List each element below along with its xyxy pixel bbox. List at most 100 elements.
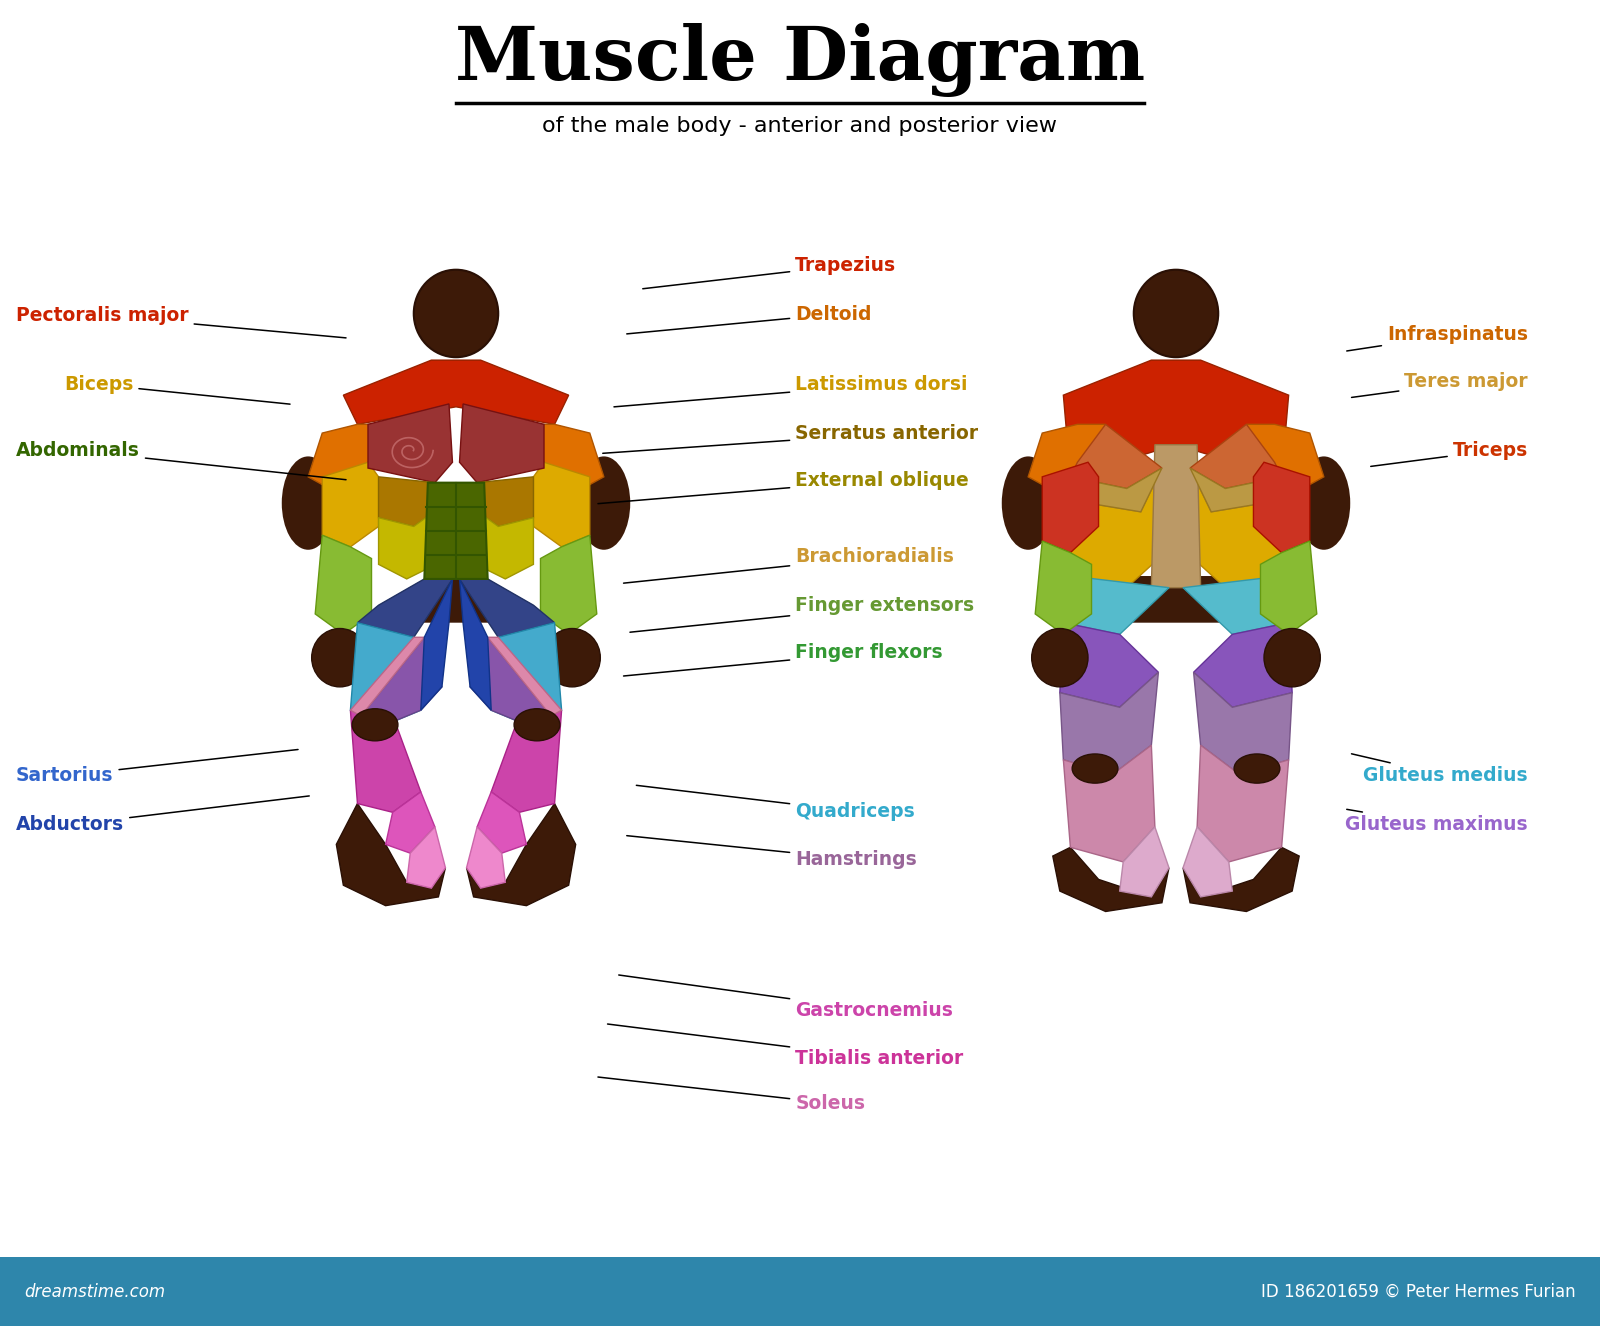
Ellipse shape	[1072, 754, 1118, 784]
Polygon shape	[1035, 541, 1091, 634]
Text: Gluteus maximus: Gluteus maximus	[1346, 809, 1528, 834]
Polygon shape	[1064, 575, 1288, 623]
Polygon shape	[1190, 468, 1282, 512]
Text: Sartorius: Sartorius	[16, 749, 298, 785]
Polygon shape	[1246, 424, 1323, 488]
Polygon shape	[1059, 672, 1158, 774]
Text: Serratus anterior: Serratus anterior	[603, 424, 978, 453]
Polygon shape	[1070, 468, 1162, 587]
Text: Brachioradialis: Brachioradialis	[624, 548, 954, 583]
Ellipse shape	[414, 269, 498, 357]
Polygon shape	[477, 792, 526, 853]
Polygon shape	[1152, 361, 1200, 390]
Polygon shape	[1029, 424, 1106, 488]
Polygon shape	[322, 463, 379, 546]
Text: Teres major: Teres major	[1352, 373, 1528, 398]
Polygon shape	[1190, 468, 1282, 587]
Text: dreamstime.com: dreamstime.com	[24, 1282, 165, 1301]
Polygon shape	[1197, 745, 1288, 862]
Polygon shape	[432, 361, 480, 390]
Text: Muscle Diagram: Muscle Diagram	[454, 23, 1146, 97]
Polygon shape	[470, 477, 533, 526]
Text: Trapezius: Trapezius	[643, 256, 896, 289]
Polygon shape	[368, 404, 453, 483]
Polygon shape	[315, 536, 371, 634]
Polygon shape	[1064, 361, 1288, 477]
FancyBboxPatch shape	[0, 1257, 1600, 1326]
Polygon shape	[357, 579, 453, 638]
Ellipse shape	[1264, 629, 1320, 687]
Text: Abductors: Abductors	[16, 796, 309, 834]
Polygon shape	[424, 483, 488, 579]
Polygon shape	[526, 424, 603, 488]
Text: Finger extensors: Finger extensors	[630, 597, 974, 633]
Polygon shape	[336, 804, 445, 906]
Text: Biceps: Biceps	[64, 375, 290, 404]
Polygon shape	[309, 424, 386, 488]
Ellipse shape	[1134, 269, 1218, 357]
Polygon shape	[350, 638, 424, 716]
Polygon shape	[470, 507, 533, 579]
Ellipse shape	[544, 629, 600, 687]
Polygon shape	[379, 507, 442, 579]
Polygon shape	[1194, 672, 1293, 774]
Polygon shape	[470, 483, 491, 570]
Polygon shape	[467, 804, 576, 906]
Polygon shape	[350, 711, 421, 813]
Text: Infraspinatus: Infraspinatus	[1347, 325, 1528, 351]
Text: ID 186201659 © Peter Hermes Furian: ID 186201659 © Peter Hermes Furian	[1261, 1282, 1576, 1301]
Polygon shape	[1182, 575, 1288, 634]
Ellipse shape	[1032, 629, 1088, 687]
Ellipse shape	[1234, 754, 1280, 784]
Polygon shape	[1070, 424, 1162, 488]
Polygon shape	[1182, 847, 1299, 911]
Polygon shape	[491, 623, 562, 725]
Polygon shape	[1190, 424, 1282, 488]
Polygon shape	[1053, 847, 1170, 911]
Text: Quadriceps: Quadriceps	[637, 785, 915, 821]
Text: Latissimus dorsi: Latissimus dorsi	[614, 375, 968, 407]
Polygon shape	[1120, 827, 1170, 896]
Polygon shape	[1064, 745, 1155, 862]
Polygon shape	[491, 711, 562, 813]
Polygon shape	[379, 477, 442, 526]
Polygon shape	[357, 579, 555, 623]
Polygon shape	[459, 404, 544, 483]
Polygon shape	[1182, 827, 1232, 896]
Polygon shape	[1042, 463, 1099, 553]
Text: Finger flexors: Finger flexors	[624, 643, 942, 676]
Ellipse shape	[514, 708, 560, 741]
Polygon shape	[459, 579, 491, 711]
Ellipse shape	[1002, 456, 1054, 550]
Polygon shape	[421, 483, 442, 570]
Polygon shape	[533, 463, 590, 546]
Polygon shape	[1070, 468, 1162, 512]
Polygon shape	[1064, 575, 1170, 634]
Polygon shape	[1152, 444, 1200, 587]
Text: Gluteus medius: Gluteus medius	[1352, 753, 1528, 785]
Text: of the male body - anterior and posterior view: of the male body - anterior and posterio…	[542, 115, 1058, 137]
Ellipse shape	[1298, 456, 1350, 550]
Text: Hamstrings: Hamstrings	[627, 835, 917, 869]
Ellipse shape	[282, 456, 334, 550]
Text: Gastrocnemius: Gastrocnemius	[619, 975, 954, 1020]
Text: Triceps: Triceps	[1371, 442, 1528, 467]
Polygon shape	[344, 361, 568, 424]
Polygon shape	[459, 579, 555, 638]
Polygon shape	[541, 536, 597, 634]
Polygon shape	[406, 827, 445, 888]
Polygon shape	[1059, 623, 1158, 707]
Text: Soleus: Soleus	[598, 1077, 866, 1113]
Polygon shape	[488, 638, 562, 716]
Ellipse shape	[578, 456, 630, 550]
Text: Tibialis anterior: Tibialis anterior	[608, 1024, 963, 1067]
Polygon shape	[350, 623, 421, 725]
Text: Deltoid: Deltoid	[627, 305, 872, 334]
Text: External oblique: External oblique	[598, 471, 970, 504]
Polygon shape	[1261, 541, 1317, 634]
Polygon shape	[467, 827, 506, 888]
Polygon shape	[1253, 463, 1310, 553]
Polygon shape	[386, 792, 435, 853]
Polygon shape	[421, 579, 453, 711]
Polygon shape	[1194, 623, 1293, 707]
